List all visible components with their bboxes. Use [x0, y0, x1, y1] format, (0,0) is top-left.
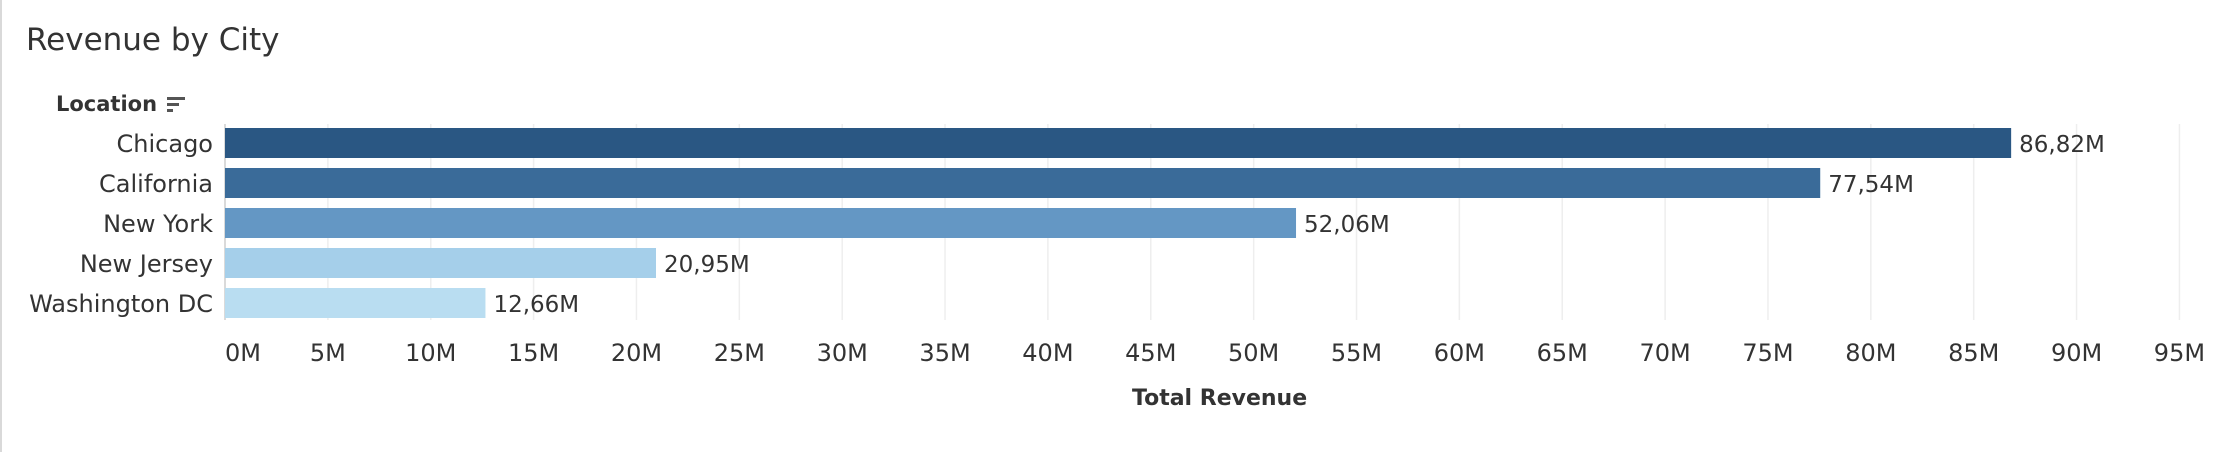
x-tick-label: 85M: [1948, 339, 1999, 367]
x-tick-label: 65M: [1537, 339, 1588, 367]
data-label: 86,82M: [2019, 132, 2105, 158]
x-tick-label: 70M: [1639, 339, 1690, 367]
bar[interactable]: [225, 128, 2012, 158]
x-tick-label: 75M: [1742, 339, 1793, 367]
x-tick-label: 35M: [919, 339, 970, 367]
x-tick-label: 90M: [2051, 339, 2102, 367]
data-label: 77,54M: [1828, 172, 1914, 198]
x-tick-label: 60M: [1434, 339, 1485, 367]
x-tick-label: 50M: [1228, 339, 1279, 367]
x-axis-title: Total Revenue: [1132, 386, 1308, 411]
bar[interactable]: [225, 248, 657, 278]
x-tick-label: 0M: [225, 339, 261, 367]
x-tick-label: 25M: [714, 339, 765, 367]
chart-title: Revenue by City: [26, 22, 280, 58]
x-tick-label: 40M: [1022, 339, 1073, 367]
location-header[interactable]: Location: [56, 92, 187, 116]
data-label: 52,06M: [1304, 212, 1390, 238]
x-tick-label: 5M: [310, 339, 346, 367]
category-label: Washington DC: [29, 290, 213, 318]
data-label: 20,95M: [664, 252, 750, 278]
category-label: California: [99, 170, 213, 198]
x-tick-label: 20M: [611, 339, 662, 367]
category-labels: Chicago California New York New Jersey Washi…: [29, 130, 213, 318]
bars: [225, 128, 2012, 318]
bar[interactable]: [225, 288, 486, 318]
x-tick-label: 10M: [405, 339, 456, 367]
data-labels: 86,82M 77,54M 52,06M 20,95M 12,66M: [493, 132, 2104, 318]
x-axis-ticks: 0M 5M 10M 15M 20M 25M 30M 35M 40M 45M 50M 55M 60M 65M…: [225, 339, 2205, 367]
category-label: New Jersey: [80, 250, 213, 278]
bar[interactable]: [225, 208, 1297, 238]
x-tick-label: 30M: [817, 339, 868, 367]
category-label: Chicago: [117, 130, 213, 158]
x-tick-label: 80M: [1845, 339, 1896, 367]
category-label: New York: [103, 210, 213, 238]
sort-descending-icon[interactable]: [165, 94, 187, 114]
bar[interactable]: [225, 168, 1821, 198]
x-tick-label: 55M: [1331, 339, 1382, 367]
x-tick-label: 95M: [2154, 339, 2205, 367]
location-header-label: Location: [56, 92, 158, 116]
x-tick-label: 45M: [1125, 339, 1176, 367]
x-tick-label: 15M: [508, 339, 559, 367]
data-label: 12,66M: [493, 292, 579, 318]
